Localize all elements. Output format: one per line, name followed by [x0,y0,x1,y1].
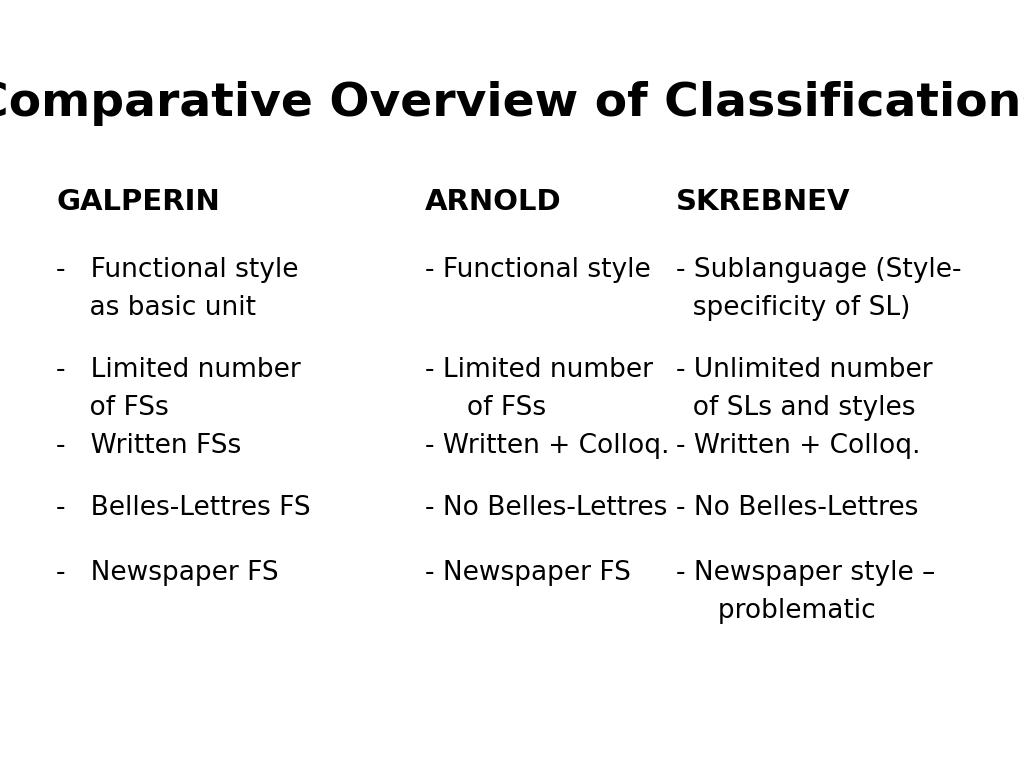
Text: - Written + Colloq.: - Written + Colloq. [425,433,670,459]
Text: SKREBNEV: SKREBNEV [676,188,850,216]
Text: Comparative Overview of Classifications: Comparative Overview of Classifications [0,81,1024,126]
Text: - No Belles-Lettres: - No Belles-Lettres [425,495,668,521]
Text: -   Written FSs: - Written FSs [56,433,242,459]
Text: -   Belles-Lettres FS: - Belles-Lettres FS [56,495,311,521]
Text: ARNOLD: ARNOLD [425,188,561,216]
Text: - Sublanguage (Style-
  specificity of SL): - Sublanguage (Style- specificity of SL) [676,257,962,321]
Text: -   Functional style
    as basic unit: - Functional style as basic unit [56,257,299,321]
Text: -   Newspaper FS: - Newspaper FS [56,560,279,586]
Text: - Limited number
     of FSs: - Limited number of FSs [425,357,653,420]
Text: - Functional style: - Functional style [425,257,650,283]
Text: - No Belles-Lettres: - No Belles-Lettres [676,495,919,521]
Text: - Written + Colloq.: - Written + Colloq. [676,433,921,459]
Text: - Newspaper FS: - Newspaper FS [425,560,631,586]
Text: GALPERIN: GALPERIN [56,188,220,216]
Text: - Newspaper style –
     problematic: - Newspaper style – problematic [676,560,935,624]
Text: - Unlimited number
  of SLs and styles: - Unlimited number of SLs and styles [676,357,933,420]
Text: -   Limited number
    of FSs: - Limited number of FSs [56,357,301,420]
